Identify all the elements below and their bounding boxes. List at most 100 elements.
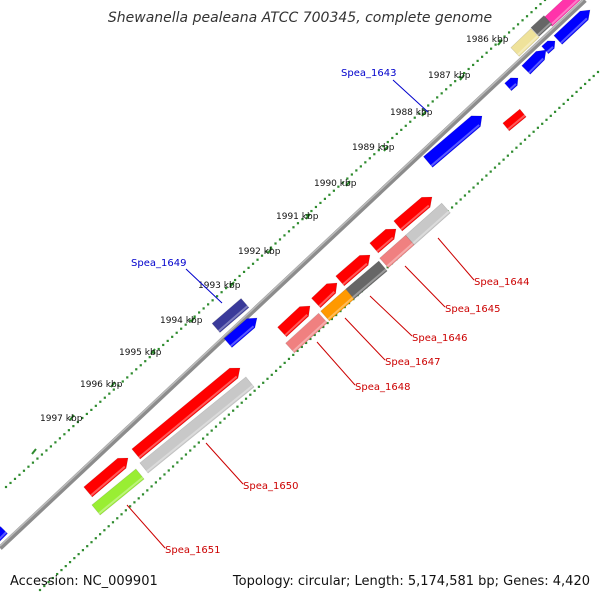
inner-track-dot [450,206,454,209]
gene-blue-tiny-2[interactable] [504,77,519,92]
outer-track-dot [436,96,439,99]
gene-label-spea-1651[interactable]: Spea_1651 [165,545,220,556]
gene-blue-edge[interactable] [0,526,8,542]
gene-red-low-1[interactable] [83,457,129,498]
inner-track-dot [326,321,329,325]
kbp-major-tick [150,348,156,355]
gene-sheen [546,46,554,53]
inner-track-dot [150,485,153,488]
kbp-major-tick [69,414,75,421]
gene-label-spea-1649[interactable]: Spea_1649 [131,258,186,269]
inner-track-dot [210,429,213,432]
gene-sheen [560,17,588,44]
kbp-major-tick [305,213,311,220]
inner-track-dot [129,505,132,508]
outer-track-dot [472,63,475,67]
gene-spea-1650[interactable] [139,376,255,474]
outer-track-dot [364,161,367,164]
inner-track-dot [146,489,149,492]
gene-label-spea-1646[interactable]: Spea_1646 [412,333,467,344]
gene-sheen [386,242,414,268]
gene-khaki[interactable] [510,28,540,57]
inner-track-dot [472,186,475,189]
outer-track-dot [467,67,470,71]
outer-track-dot [216,295,219,298]
outer-track-dot [112,388,115,391]
outer-track-dot [135,368,138,371]
gene-spea-1643[interactable] [423,115,483,168]
inner-track-dot [502,158,505,161]
inner-track-dot [489,170,492,173]
inner-track-dot [154,481,157,484]
gene-red-mid-2[interactable] [311,282,338,309]
outer-track-dot [202,307,205,310]
outer-track-dot [368,157,371,160]
outer-track-dot [350,173,353,176]
inner-track-dot [566,98,570,101]
gene-spea-1647[interactable] [320,288,355,322]
gene-spea-1648[interactable] [285,312,328,354]
gene-label-spea-1650[interactable]: Spea_1650 [243,481,298,492]
gene-spea-1644[interactable] [405,202,451,246]
outer-track-dot [63,433,66,436]
inner-track-dot [541,122,544,125]
inner-track-dot [124,509,127,512]
gene-blue-top[interactable] [553,9,591,45]
inner-track-dot [498,162,501,165]
outer-track-dot [458,76,461,79]
gene-red-small[interactable] [502,108,527,132]
gene-label-spea-1647[interactable]: Spea_1647 [385,357,440,368]
outer-track-dot [162,343,165,347]
inner-track-dot [240,401,243,404]
outer-track-dot [72,425,75,428]
kbp-major-tick [497,39,503,46]
outer-track-dot [238,274,241,278]
kbp-major-tick [459,74,465,81]
gene-sheen [352,268,387,299]
outer-track-dot [256,258,259,261]
gene-label-spea-1648[interactable]: Spea_1648 [355,382,410,393]
kbp-label-1986: 1986 kbp [466,35,509,45]
outer-track-dot [233,278,237,282]
outer-track-dot [332,189,335,192]
gene-label-spea-1644[interactable]: Spea_1644 [474,277,529,288]
gene-blue-tiny[interactable] [541,40,556,55]
outer-track-dot [54,441,57,444]
gene-label-spea-1643[interactable]: Spea_1643 [341,68,396,79]
outer-track-dot [391,136,394,140]
inner-track-dot [111,521,115,524]
inner-track-dot [283,361,286,364]
gene-red-mid-1[interactable] [277,305,311,338]
gene-red-low-2[interactable] [131,367,241,460]
outer-track-dot [525,15,529,18]
inner-track-dot [60,568,63,572]
gene-red-mid-5[interactable] [393,196,433,232]
inner-track-dot [528,134,531,137]
gene-spea-1649[interactable] [211,298,250,333]
inner-track-dot [219,421,222,424]
accession-text: Accession: NC_009901 [10,574,158,589]
outer-track-dot [148,356,151,359]
inner-track-dot [38,588,42,592]
inner-track-dot [197,441,200,444]
inner-track-dot [184,453,188,456]
kbp-label-1994: 1994 kbp [160,316,203,326]
inner-track-dot [536,126,540,129]
outer-track-dot [126,376,129,379]
genome-summary-text: Topology: circular; Length: 5,174,581 bp… [232,574,590,589]
gene-spea-1651[interactable] [91,468,145,516]
gene-red-mid-4[interactable] [369,228,397,254]
inner-track-dot [274,369,278,372]
outer-track-dot [180,327,183,330]
gene-blue-small[interactable] [521,49,547,75]
gene-red-mid-3[interactable] [335,254,371,287]
inner-track-dot [167,469,170,472]
gene-label-spea-1645[interactable]: Spea_1645 [445,304,500,315]
outer-track-dot [211,299,214,302]
gene-blue-1649b[interactable] [223,317,258,348]
outer-track-dot [445,88,448,91]
gene-spea-1646[interactable] [345,260,388,300]
inner-track-dot [214,425,218,428]
kbp-label-1987: 1987 kbp [428,71,471,81]
gene-darkgray[interactable] [530,15,553,37]
